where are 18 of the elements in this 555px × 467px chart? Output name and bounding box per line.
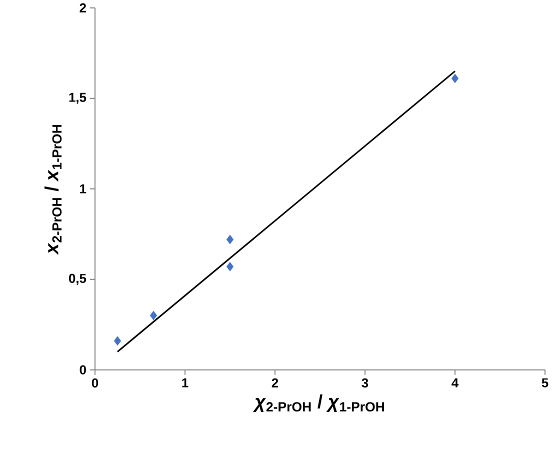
- point: [150, 310, 158, 320]
- x-tick-label: 2: [272, 378, 278, 388]
- x-axis-title: χ$_{2-PrOH}$ / χ$_{1-PrOH}$: [252, 394, 384, 412]
- y-tick-label: 2: [80, 3, 86, 12]
- point: [114, 336, 122, 346]
- x-tick-label: 4: [452, 378, 459, 388]
- x-tick-label: 1: [182, 378, 188, 388]
- y-tick-label: 1: [80, 184, 86, 194]
- x-tick-label: 5: [542, 378, 548, 388]
- point: [226, 234, 234, 244]
- point: [451, 74, 459, 84]
- y-tick-label: 0,5: [68, 274, 86, 285]
- y-tick-label: 1,5: [69, 92, 86, 104]
- x-tick-label: 3: [362, 378, 368, 388]
- y-tick-label: 0: [80, 365, 86, 374]
- x-tick-label: 0: [92, 378, 98, 388]
- point: [226, 262, 234, 272]
- y-axis-title: x$_{2-PrOH}$ / x$_{1-PrOH}$: [44, 125, 62, 255]
